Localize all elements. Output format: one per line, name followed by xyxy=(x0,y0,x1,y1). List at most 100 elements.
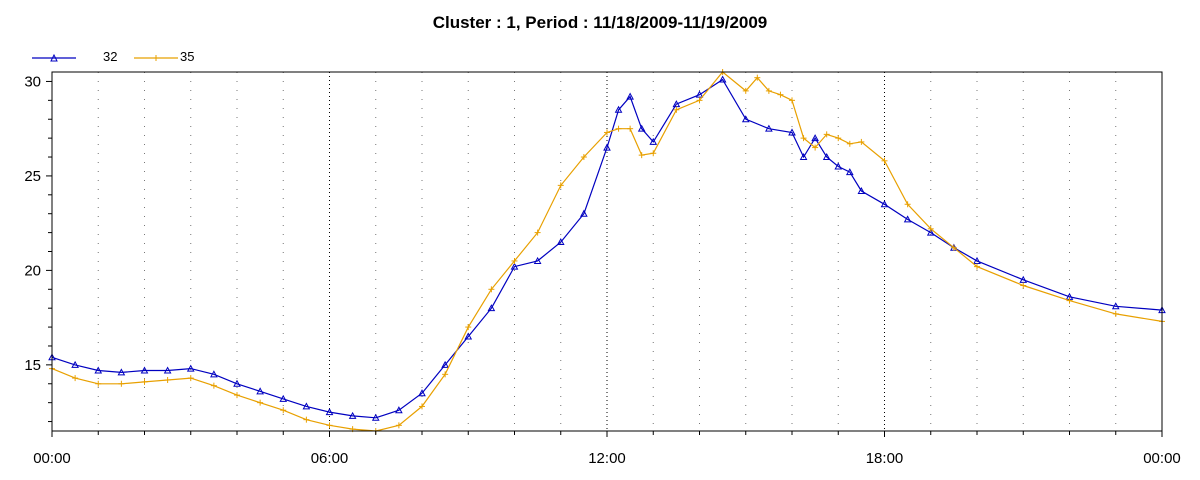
data-point-32 xyxy=(834,162,843,170)
data-point-32 xyxy=(94,366,103,374)
data-point-35 xyxy=(164,376,171,383)
data-point-35 xyxy=(72,375,79,382)
data-point-35 xyxy=(673,106,680,113)
data-point-32 xyxy=(811,134,819,142)
data-point-35 xyxy=(488,286,495,293)
data-point-35 xyxy=(846,140,853,147)
data-point-32 xyxy=(233,379,241,387)
series-markers-35 xyxy=(49,69,1165,434)
y-tick-label: 30 xyxy=(24,73,41,90)
y-tick-label: 25 xyxy=(24,168,41,185)
data-point-35 xyxy=(395,422,402,429)
legend-label-series-2: 35 xyxy=(180,49,195,64)
data-point-32 xyxy=(580,209,588,217)
data-point-35 xyxy=(974,263,980,270)
data-point-35 xyxy=(234,392,240,399)
data-point-32 xyxy=(140,366,149,374)
data-point-32 xyxy=(765,124,773,132)
data-point-35 xyxy=(927,225,934,232)
data-point-32 xyxy=(741,115,750,123)
data-point-32 xyxy=(614,105,623,113)
data-point-32 xyxy=(718,75,727,83)
data-point-35 xyxy=(742,87,749,94)
data-point-35 xyxy=(534,229,541,236)
data-point-35 xyxy=(465,324,472,331)
data-point-35 xyxy=(303,416,310,423)
data-point-35 xyxy=(904,201,911,208)
grid-lines xyxy=(97,72,1117,431)
data-point-32 xyxy=(256,387,264,395)
data-point-32 xyxy=(880,200,889,208)
data-point-35 xyxy=(650,150,657,157)
data-point-32 xyxy=(418,389,426,397)
data-point-35 xyxy=(280,407,287,414)
data-point-32 xyxy=(903,215,912,223)
axis-ticks xyxy=(46,80,1163,437)
y-tick-label: 15 xyxy=(24,357,41,374)
data-point-32 xyxy=(845,168,854,176)
data-point-32 xyxy=(348,411,357,419)
data-point-35 xyxy=(604,129,610,136)
data-point-35 xyxy=(442,371,449,378)
data-point-32 xyxy=(302,402,311,410)
data-point-35 xyxy=(858,138,865,145)
data-point-32 xyxy=(395,406,403,414)
x-tick-label: 00:00 xyxy=(33,450,71,467)
legend-swatch-series-2 xyxy=(134,55,178,61)
data-point-32 xyxy=(926,228,935,236)
data-point-35 xyxy=(326,422,333,429)
data-point-35 xyxy=(789,97,795,104)
x-tick-label: 18:00 xyxy=(866,450,904,467)
series-line-32 xyxy=(51,78,1163,419)
data-point-35 xyxy=(419,403,425,410)
data-point-35 xyxy=(881,157,888,164)
data-point-35 xyxy=(615,125,622,132)
data-point-35 xyxy=(627,125,634,132)
data-point-32 xyxy=(186,364,195,372)
data-point-32 xyxy=(857,186,866,195)
data-point-32 xyxy=(822,152,831,161)
data-point-35 xyxy=(638,152,645,159)
data-point-35 xyxy=(257,399,264,406)
data-point-32 xyxy=(1111,302,1120,310)
data-point-32 xyxy=(441,360,449,368)
data-point-32 xyxy=(71,360,79,368)
data-point-35 xyxy=(118,380,125,387)
data-point-35 xyxy=(823,131,830,138)
data-point-35 xyxy=(95,380,102,387)
axis-tick-labels: 00:00 06:00 12:00 18:00 00:00 15 20 25 30 xyxy=(24,73,1180,467)
data-point-35 xyxy=(1020,282,1027,289)
series-layer xyxy=(48,69,1166,434)
data-point-35 xyxy=(950,244,957,251)
data-point-35 xyxy=(210,382,217,389)
series-markers-32 xyxy=(48,75,1166,421)
data-point-35 xyxy=(835,135,842,142)
data-point-35 xyxy=(511,257,518,264)
data-point-32 xyxy=(637,124,646,132)
data-point-32 xyxy=(533,256,542,264)
data-point-32 xyxy=(556,238,565,246)
y-tick-label: 20 xyxy=(24,262,41,279)
x-tick-label: 00:00 xyxy=(1143,450,1181,467)
x-tick-label: 06:00 xyxy=(311,450,349,467)
data-point-32 xyxy=(799,152,808,161)
data-point-32 xyxy=(325,408,334,416)
data-point-35 xyxy=(557,182,564,189)
data-point-35 xyxy=(580,154,587,161)
data-point-32 xyxy=(163,366,172,374)
data-point-35 xyxy=(141,378,148,385)
data-point-32 xyxy=(371,413,380,421)
data-point-32 xyxy=(649,137,658,145)
data-point-32 xyxy=(672,100,681,108)
data-point-32 xyxy=(510,262,519,270)
data-point-35 xyxy=(1112,310,1119,317)
data-point-32 xyxy=(695,90,704,98)
series-line-35 xyxy=(51,71,1163,432)
data-point-32 xyxy=(626,92,634,100)
data-point-35 xyxy=(812,144,819,151)
legend-swatch-series-1 xyxy=(32,53,76,62)
data-point-35 xyxy=(1066,297,1073,304)
data-point-32 xyxy=(973,256,981,264)
chart-title: Cluster : 1, Period : 11/18/2009-11/19/2… xyxy=(432,13,768,32)
